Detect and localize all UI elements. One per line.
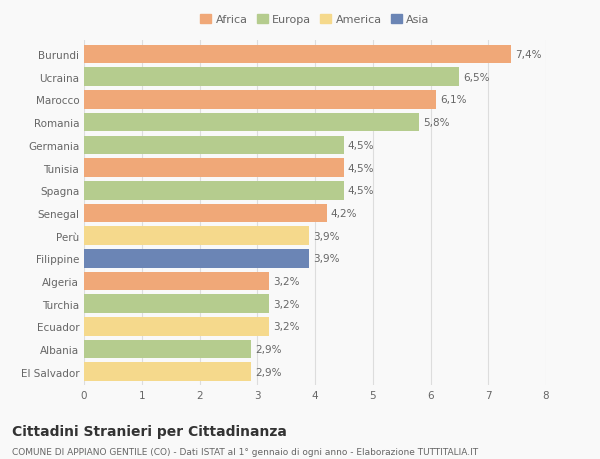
Bar (84, 113, 419, 132)
Bar (84, 204, 326, 223)
Bar (84, 340, 251, 358)
Bar (84, 159, 344, 178)
Text: 4,5%: 4,5% (348, 140, 374, 151)
Bar (84, 227, 309, 246)
Text: 4,2%: 4,2% (331, 208, 357, 218)
Bar (84, 136, 344, 155)
Text: 5,8%: 5,8% (423, 118, 449, 128)
Bar (84, 91, 436, 110)
Text: 4,5%: 4,5% (348, 163, 374, 173)
Text: 3,2%: 3,2% (273, 276, 299, 286)
Bar (84, 45, 511, 64)
Text: 3,2%: 3,2% (273, 299, 299, 309)
Bar (84, 295, 269, 313)
Text: 2,9%: 2,9% (256, 344, 282, 354)
Text: 6,5%: 6,5% (463, 73, 490, 83)
Bar (84, 363, 251, 381)
Text: 7,4%: 7,4% (515, 50, 542, 60)
Text: 6,1%: 6,1% (440, 95, 467, 105)
Text: 4,5%: 4,5% (348, 186, 374, 196)
Text: 3,2%: 3,2% (273, 322, 299, 332)
Bar (84, 181, 344, 200)
Text: 2,9%: 2,9% (256, 367, 282, 377)
Bar (84, 68, 460, 87)
Bar (84, 317, 269, 336)
Text: Cittadini Stranieri per Cittadinanza: Cittadini Stranieri per Cittadinanza (12, 425, 287, 438)
Legend: Africa, Europa, America, Asia: Africa, Europa, America, Asia (198, 12, 432, 27)
Bar (84, 249, 309, 268)
Text: 3,9%: 3,9% (313, 231, 340, 241)
Text: 3,9%: 3,9% (313, 254, 340, 264)
Bar (84, 272, 269, 291)
Text: COMUNE DI APPIANO GENTILE (CO) - Dati ISTAT al 1° gennaio di ogni anno - Elabora: COMUNE DI APPIANO GENTILE (CO) - Dati IS… (12, 448, 478, 457)
